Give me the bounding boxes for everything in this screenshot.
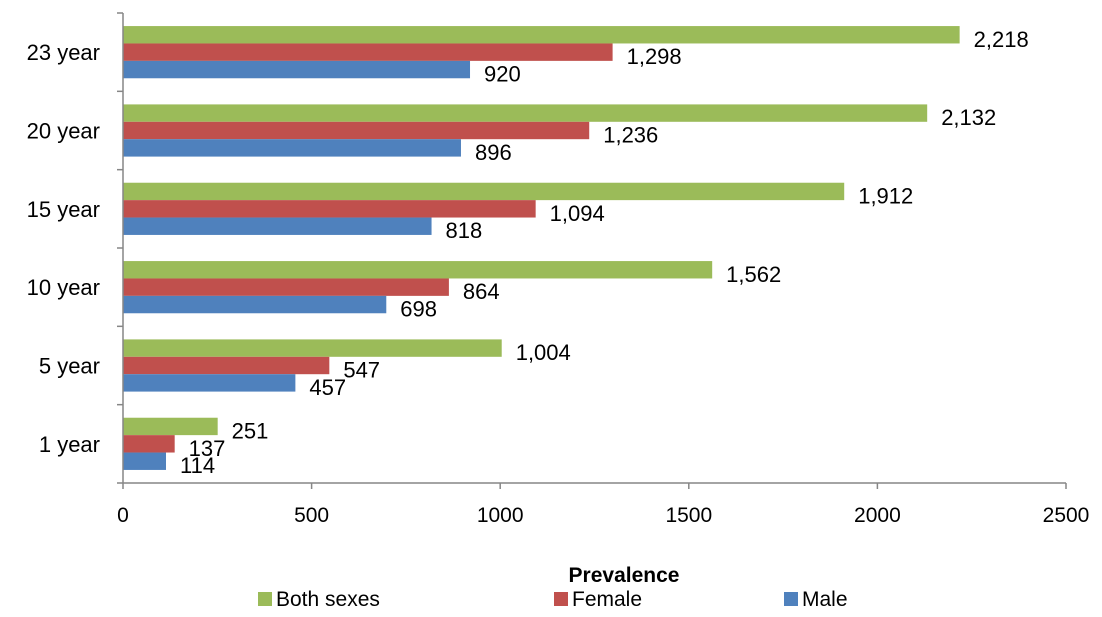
axes-layer: 1 year 5 year 10 year 15 year 20 year 23 year… [27, 12, 1090, 527]
bar-both-sexes-1-year [123, 417, 218, 436]
data-label-male-1-year: 114 [180, 453, 215, 478]
x-tick-label-2500: 2500 [1043, 504, 1090, 527]
bar-female-10-year [123, 278, 449, 296]
data-label-female-10-year: 864 [463, 279, 500, 304]
x-axis-title: Prevalence [569, 564, 680, 587]
data-label-male-10-year: 698 [400, 297, 437, 322]
bar-both-sexes-23-year [123, 26, 960, 44]
data-label-male-20-year: 896 [475, 140, 512, 165]
category-label-20-year: 20 year [27, 119, 100, 144]
legend-label-both-sexes: Both sexes [276, 588, 380, 611]
legend: Both sexes Female Male [258, 588, 848, 611]
data-label-both-sexes-20-year: 2,132 [941, 105, 996, 130]
bar-male-5-year [123, 374, 296, 392]
data-label-both-sexes-10-year: 1,562 [726, 262, 781, 287]
data-label-both-sexes-23-year: 2,218 [974, 27, 1029, 52]
bar-both-sexes-15-year [123, 182, 845, 201]
bar-male-1-year [123, 452, 167, 470]
legend-swatch-both-sexes [258, 592, 272, 606]
x-tick-label-1000: 1000 [477, 504, 524, 527]
x-tick-label-1500: 1500 [665, 504, 712, 527]
data-label-female-1-year: 137 [189, 436, 226, 461]
bar-both-sexes-20-year [123, 104, 928, 122]
bar-female-15-year [123, 200, 536, 218]
bar-both-sexes-10-year [123, 261, 713, 279]
bars-layer [123, 26, 960, 470]
data-label-female-23-year: 1,298 [627, 44, 682, 69]
legend-label-female: Female [572, 588, 642, 611]
bar-female-20-year [123, 121, 590, 140]
category-label-5-year: 5 year [39, 354, 100, 379]
data-label-female-15-year: 1,094 [550, 201, 605, 226]
bar-male-15-year [123, 217, 432, 235]
legend-swatch-male [784, 592, 798, 606]
bar-female-1-year [123, 435, 175, 453]
x-tick-label-500: 500 [294, 504, 329, 527]
x-tick-label-0: 0 [117, 504, 129, 527]
bar-male-10-year [123, 295, 387, 314]
bar-female-23-year [123, 43, 613, 61]
data-label-male-23-year: 920 [484, 62, 521, 87]
data-label-both-sexes-5-year: 1,004 [516, 340, 571, 365]
category-label-23-year: 23 year [27, 40, 100, 65]
category-label-1-year: 1 year [39, 432, 100, 457]
data-label-male-15-year: 818 [446, 218, 483, 243]
bar-male-23-year [123, 60, 471, 79]
bar-female-5-year [123, 356, 330, 375]
data-label-female-5-year: 547 [343, 358, 380, 383]
data-label-both-sexes-15-year: 1,912 [858, 183, 913, 208]
category-label-15-year: 15 year [27, 197, 100, 222]
data-label-male-5-year: 457 [309, 375, 346, 400]
legend-swatch-female [554, 592, 568, 606]
bar-male-20-year [123, 139, 461, 157]
legend-label-male: Male [802, 588, 848, 611]
data-label-female-20-year: 1,236 [603, 123, 658, 148]
x-tick-label-2000: 2000 [854, 504, 901, 527]
bar-both-sexes-5-year [123, 339, 502, 357]
data-label-both-sexes-1-year: 251 [232, 418, 269, 443]
category-label-10-year: 10 year [27, 275, 100, 300]
